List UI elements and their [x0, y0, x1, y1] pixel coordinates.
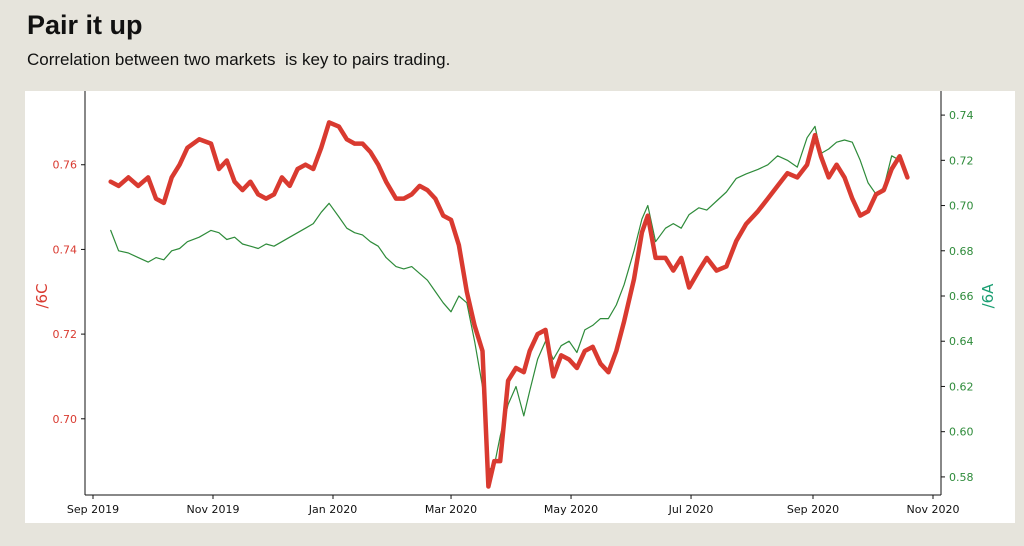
x-tick-label: Sep 2019: [67, 503, 119, 516]
x-tick-label: Jul 2020: [668, 503, 714, 516]
chart-panel: 0.70 0.72 0.74 0.76 0.58 0.60 0.62 0.64 0.66 0.68…: [25, 91, 1015, 523]
chart-axes: [81, 91, 945, 499]
y-axis-label-right: /6A: [979, 283, 997, 309]
right-tick-label: 0.68: [949, 245, 974, 258]
right-tick-label: 0.64: [949, 335, 974, 348]
x-tick-label: Sep 2020: [787, 503, 839, 516]
chart-series: [108, 120, 910, 489]
right-tick-label: 0.58: [949, 471, 974, 484]
y-axis-label-left: /6C: [33, 283, 51, 308]
chart-subtitle: Correlation between two markets is key t…: [27, 50, 451, 69]
series-line-6C: [108, 120, 910, 489]
series-line-6A: [110, 125, 908, 471]
chart-title: Pair it up: [27, 10, 143, 40]
x-tick-label: Nov 2019: [187, 503, 240, 516]
line-chart: 0.70 0.72 0.74 0.76 0.58 0.60 0.62 0.64 0.66 0.68…: [33, 91, 997, 516]
right-tick-label: 0.66: [949, 290, 974, 303]
left-tick-label: 0.70: [53, 413, 78, 426]
x-tick-label: May 2020: [544, 503, 598, 516]
x-tick-label: Jan 2020: [308, 503, 357, 516]
left-tick-label: 0.76: [53, 159, 78, 172]
x-tick-label: Nov 2020: [907, 503, 960, 516]
chart-tick-labels: 0.70 0.72 0.74 0.76 0.58 0.60 0.62 0.64 0.66 0.68…: [33, 109, 997, 516]
x-tick-label: Mar 2020: [425, 503, 477, 516]
right-tick-label: 0.72: [949, 154, 974, 167]
left-tick-label: 0.74: [53, 243, 78, 256]
right-tick-label: 0.70: [949, 200, 974, 213]
left-tick-label: 0.72: [53, 328, 78, 341]
right-tick-label: 0.74: [949, 109, 974, 122]
right-tick-label: 0.62: [949, 380, 974, 393]
right-tick-label: 0.60: [949, 426, 974, 439]
